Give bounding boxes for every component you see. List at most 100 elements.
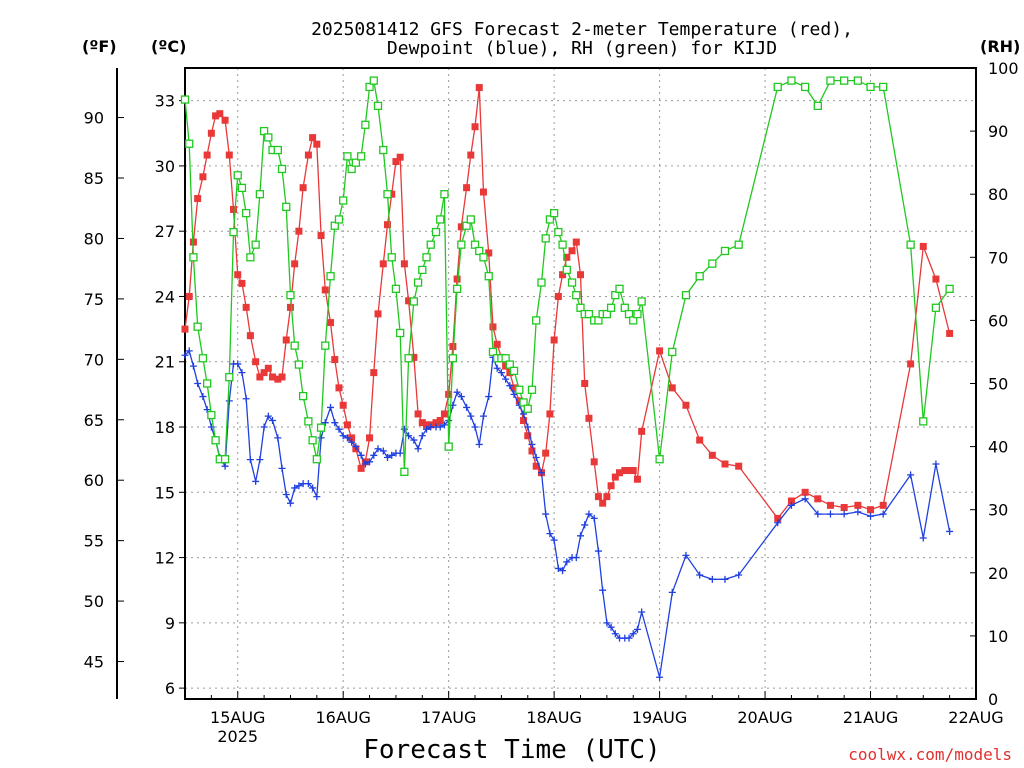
rh-point xyxy=(321,341,330,350)
temperature-point xyxy=(457,223,465,231)
celsius-tick-label: 30 xyxy=(155,157,175,176)
rh-point xyxy=(251,240,260,249)
dewpoint-point xyxy=(423,425,431,433)
dewpoint-point xyxy=(203,406,211,414)
rh-point xyxy=(229,227,238,237)
rh-point xyxy=(379,145,388,155)
temperature-point xyxy=(682,401,690,409)
temperature-point xyxy=(633,475,641,483)
dewpoint-point xyxy=(814,510,822,518)
rh-point xyxy=(264,133,273,142)
fahrenheit-tick-label: 80 xyxy=(84,229,104,248)
dewpoint-point xyxy=(264,412,272,420)
chart-title-line-1: 2025081412 GFS Forecast 2-meter Temperat… xyxy=(311,19,853,40)
dewpoint-point xyxy=(594,547,602,555)
rh-point xyxy=(584,309,594,319)
rh-point xyxy=(606,303,616,312)
rh-point xyxy=(826,76,835,85)
temperature-point xyxy=(203,151,211,159)
dewpoint-point xyxy=(410,436,418,444)
rh-point xyxy=(444,442,453,451)
dewpoint-point xyxy=(256,456,264,464)
rh-point xyxy=(180,95,190,104)
temperature-point xyxy=(234,271,242,279)
dewpoint-point xyxy=(946,527,954,535)
dewpoint-point xyxy=(633,625,641,633)
rh-point xyxy=(572,291,581,300)
rh-point xyxy=(391,284,401,294)
temperature-point xyxy=(327,319,335,327)
dewpoint-point xyxy=(282,490,290,498)
temperature-point xyxy=(185,292,193,300)
temperature-point xyxy=(668,384,676,392)
temperature-point xyxy=(607,482,615,490)
temperature-point xyxy=(291,260,299,268)
rh-tick-label: 50 xyxy=(988,375,1008,394)
rh-point xyxy=(541,234,550,243)
dewpoint-point xyxy=(611,630,619,638)
temperature-point xyxy=(335,384,343,392)
temperature-point xyxy=(638,427,646,435)
temperature-point xyxy=(313,140,321,148)
rh-point xyxy=(879,82,888,92)
rh-point xyxy=(906,240,915,249)
dewpoint-point xyxy=(181,351,189,359)
rh-point xyxy=(351,158,361,167)
rh-point xyxy=(501,354,510,363)
temperature-point xyxy=(304,151,312,159)
temperature-point xyxy=(801,488,809,496)
temperature-point xyxy=(907,360,915,368)
dewpoint-point xyxy=(502,375,510,383)
temperature-point xyxy=(194,195,202,203)
temperature-point xyxy=(282,336,290,344)
temperature-point xyxy=(932,275,940,283)
rh-point xyxy=(413,278,423,287)
temperature-point xyxy=(611,473,619,481)
temperature-point xyxy=(199,173,207,181)
x-tick-label: 15AUG xyxy=(210,708,265,727)
rh-point xyxy=(813,101,822,111)
dewpoint-point xyxy=(400,425,408,433)
dewpoint-point xyxy=(656,673,664,681)
temperature-point xyxy=(374,310,382,318)
x-tick-label: 17AUG xyxy=(421,708,476,727)
fahrenheit-tick-label: 85 xyxy=(84,169,104,188)
rh-point xyxy=(233,171,242,180)
dewpoint-point xyxy=(485,393,493,401)
rh-point xyxy=(282,202,291,211)
celsius-tick-label: 18 xyxy=(155,418,175,437)
temperature-point xyxy=(585,414,593,422)
chart-title: 2025081412 GFS Forecast 2-meter Temperat… xyxy=(311,19,853,59)
dewpoint-point xyxy=(546,530,554,538)
series-temperature xyxy=(181,84,954,522)
rh-tick-label: 20 xyxy=(988,564,1008,583)
rh-point xyxy=(396,328,405,338)
dewpoint-point xyxy=(581,521,589,529)
rh-point xyxy=(466,215,475,224)
fahrenheit-tick-label: 70 xyxy=(84,350,104,369)
rh-point xyxy=(594,316,603,325)
celsius-tick-label: 24 xyxy=(155,287,175,306)
temperature-point xyxy=(467,151,475,159)
dewpoint-point xyxy=(607,623,615,631)
dewpoint-point xyxy=(708,575,716,583)
temperature-point xyxy=(532,462,540,470)
dewpoint-point xyxy=(801,495,809,503)
rh-point xyxy=(457,240,466,249)
rh-point xyxy=(576,303,585,312)
rh-point xyxy=(312,455,321,464)
temperature-point xyxy=(479,188,487,196)
fahrenheit-unit-label: (ºF) xyxy=(82,37,117,56)
dewpoint-point xyxy=(840,510,848,518)
rh-point xyxy=(426,240,435,249)
rh-point xyxy=(562,265,571,275)
temperature-line xyxy=(184,87,951,520)
rh-point xyxy=(532,316,541,325)
series-layer xyxy=(180,76,954,681)
rh-point xyxy=(558,240,567,249)
fahrenheit-tick-label: 45 xyxy=(84,653,104,672)
dewpoint-point xyxy=(826,510,834,518)
temperature-point xyxy=(252,358,260,366)
rh-unit-label: (RH) xyxy=(980,37,1020,56)
